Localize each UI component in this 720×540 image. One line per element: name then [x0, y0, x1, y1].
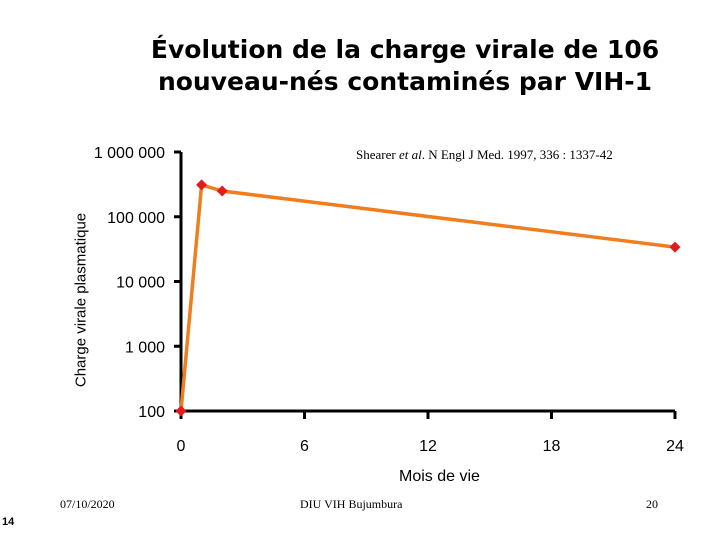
chart-title: Évolution de la charge virale de 106 nou…: [100, 34, 710, 98]
y-tick-label: 10 000: [116, 275, 165, 292]
source-author: Shearer: [356, 147, 396, 162]
data-point-marker: [669, 241, 681, 253]
data-point-marker: [196, 179, 208, 191]
data-point-marker: [216, 185, 228, 197]
x-tick-label: 24: [666, 438, 684, 455]
y-tick-label: 1 000 000: [94, 145, 165, 162]
source-citation: Shearer et al. N Engl J Med. 1997, 336 :…: [356, 147, 613, 163]
x-tick-label: 12: [419, 438, 437, 455]
source-etal: et al: [398, 147, 422, 162]
title-line-2: nouveau-nés contaminés par VIH-1: [157, 67, 653, 96]
y-tick-label: 100 000: [107, 210, 165, 227]
y-tick-label: 100: [138, 404, 165, 421]
y-tick-label: 1 000: [125, 339, 165, 356]
footer-date: 07/10/2020: [60, 497, 115, 511]
x-axis-label: Mois de vie: [399, 468, 480, 485]
footer-page-number: 20: [646, 497, 658, 511]
slide-number: 14: [2, 516, 15, 528]
data-point-marker: [175, 405, 187, 417]
source-reference: . N Engl J Med. 1997, 336 : 1337-42: [421, 147, 613, 162]
x-tick-label: 6: [300, 438, 309, 455]
footer-center-text: DIU VIH Bujumbura: [300, 497, 403, 511]
title-line-1: Évolution de la charge virale de 106: [150, 35, 660, 64]
x-tick-label: 0: [177, 438, 186, 455]
x-tick-label: 18: [543, 438, 561, 455]
series-line: [179, 183, 676, 412]
